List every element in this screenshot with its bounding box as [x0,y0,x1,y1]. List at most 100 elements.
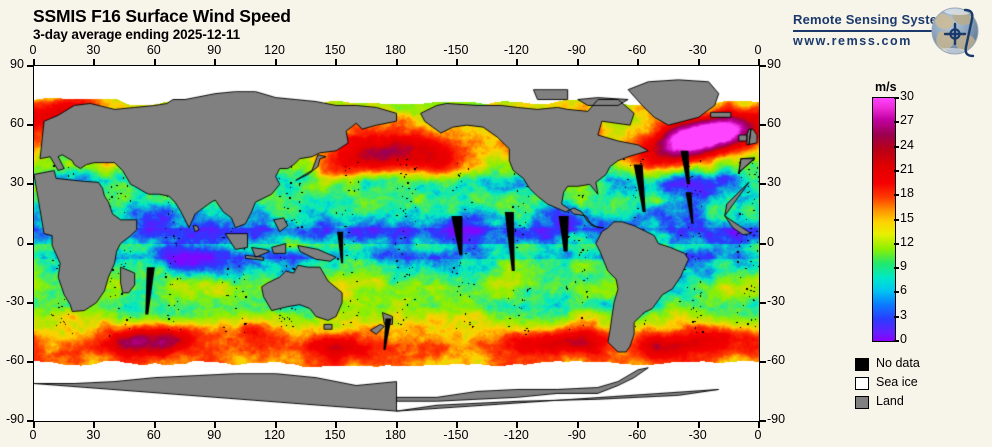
axis-tick [33,421,35,428]
y-axis-label-right: 60 [767,116,781,131]
axis-tick [214,421,216,428]
axis-tick [27,361,33,363]
axis-tick [759,243,766,245]
axis-tick [27,65,33,67]
colorbar-tick [894,243,899,245]
page-subtitle: 3-day average ending 2025-12-11 [33,27,241,42]
axis-tick [275,421,277,428]
y-axis-label-right: -30 [767,293,786,308]
rss-logo[interactable]: Remote Sensing Systems www.remss.com [793,7,989,58]
x-axis-label-bottom: -150 [443,428,469,442]
x-axis-label-top: -60 [628,43,647,57]
colorbar-tick-label: 15 [900,210,914,225]
axis-tick [758,59,760,65]
x-axis-label-bottom: 120 [264,428,286,442]
axis-tick [154,59,156,65]
axis-tick [396,421,398,428]
axis-tick [758,421,760,428]
x-axis-label-bottom: 90 [207,428,222,442]
colorbar-tick-label: 0 [900,332,907,346]
y-axis-label-left: 60 [10,116,24,131]
legend-swatch [855,396,869,409]
colorbar-tick [894,97,899,99]
x-axis-label-bottom: 150 [324,428,346,442]
y-axis-label-right: -60 [767,352,786,367]
axis-tick [154,421,156,428]
y-axis-label-right: -90 [767,412,786,426]
axis-tick [759,361,766,363]
y-axis-label-right: 0 [767,234,774,249]
x-axis-label-bottom: -90 [567,428,586,442]
logo-organization-name: Remote Sensing Systems [793,12,957,27]
x-axis-label-top: 150 [324,43,346,57]
axis-tick [759,65,766,67]
axis-tick [93,59,95,65]
x-axis-label-top: 90 [207,43,222,57]
axis-tick [27,243,33,245]
x-axis-label-bottom: 30 [86,428,101,442]
colorbar-tick-label: 18 [900,186,914,201]
axis-tick [335,59,337,65]
axis-tick [637,421,639,428]
legend-label: Sea ice [876,375,918,389]
legend-swatch [855,358,869,371]
colorbar-gradient [872,97,896,342]
axis-tick [335,421,337,428]
x-axis-label-top: 60 [146,43,161,57]
x-axis-label-top: 0 [29,43,37,57]
logo-website-url: www.remss.com [793,34,912,48]
wind-speed-heatmap [34,66,759,421]
colorbar-tick [894,219,899,221]
axis-tick [27,302,33,304]
x-axis-label-top: -90 [567,43,586,57]
legend-swatch [855,377,869,390]
axis-tick [698,421,700,428]
y-axis-label-left: -60 [6,352,25,367]
colorbar-unit-label: m/s [875,80,897,94]
y-axis-label-left: 90 [10,57,24,71]
axis-tick [396,59,398,65]
colorbar-tick-label: 21 [900,161,914,176]
colorbar-tick [894,194,899,196]
colorbar-tick [894,146,899,148]
x-axis-label-bottom: 0 [29,428,37,442]
x-axis-label-bottom: -120 [503,428,529,442]
y-axis-label-left: -90 [6,412,25,426]
axis-tick [759,420,766,422]
colorbar-tick-label: 30 [900,89,914,103]
axis-tick [27,420,33,422]
colorbar-tick-label: 3 [900,307,907,322]
colorbar-tick [894,340,899,342]
y-axis-label-left: 0 [17,234,24,249]
colorbar-tick-label: 24 [900,137,914,152]
y-axis-label-right: 30 [767,175,781,190]
legend-label: No data [876,356,920,370]
x-axis-label-top: 30 [86,43,101,57]
page-title: SSMIS F16 Surface Wind Speed [33,6,291,26]
axis-tick [516,59,518,65]
colorbar-tick [894,170,899,172]
logo-divider [793,30,945,32]
x-axis-label-bottom: -60 [628,428,647,442]
axis-tick [93,421,95,428]
colorbar-tick [894,291,899,293]
axis-tick [759,302,766,304]
globe-compass-icon [931,7,979,58]
axis-tick [698,59,700,65]
x-axis-label-top: -30 [688,43,707,57]
axis-tick [456,421,458,428]
axis-tick [637,59,639,65]
legend-label: Land [876,394,904,408]
x-axis-label-bottom: 180 [385,428,406,442]
axis-tick [759,183,766,185]
colorbar-tick-label: 6 [900,283,907,298]
axis-tick [27,124,33,126]
colorbar-tick-label: 12 [900,234,914,249]
axis-tick [577,421,579,428]
x-axis-label-bottom: 60 [146,428,161,442]
colorbar-tick-label: 9 [900,259,907,274]
x-axis-label-top: -150 [443,43,469,57]
colorbar-tick [894,267,899,269]
axis-tick [456,59,458,65]
axis-tick [275,59,277,65]
